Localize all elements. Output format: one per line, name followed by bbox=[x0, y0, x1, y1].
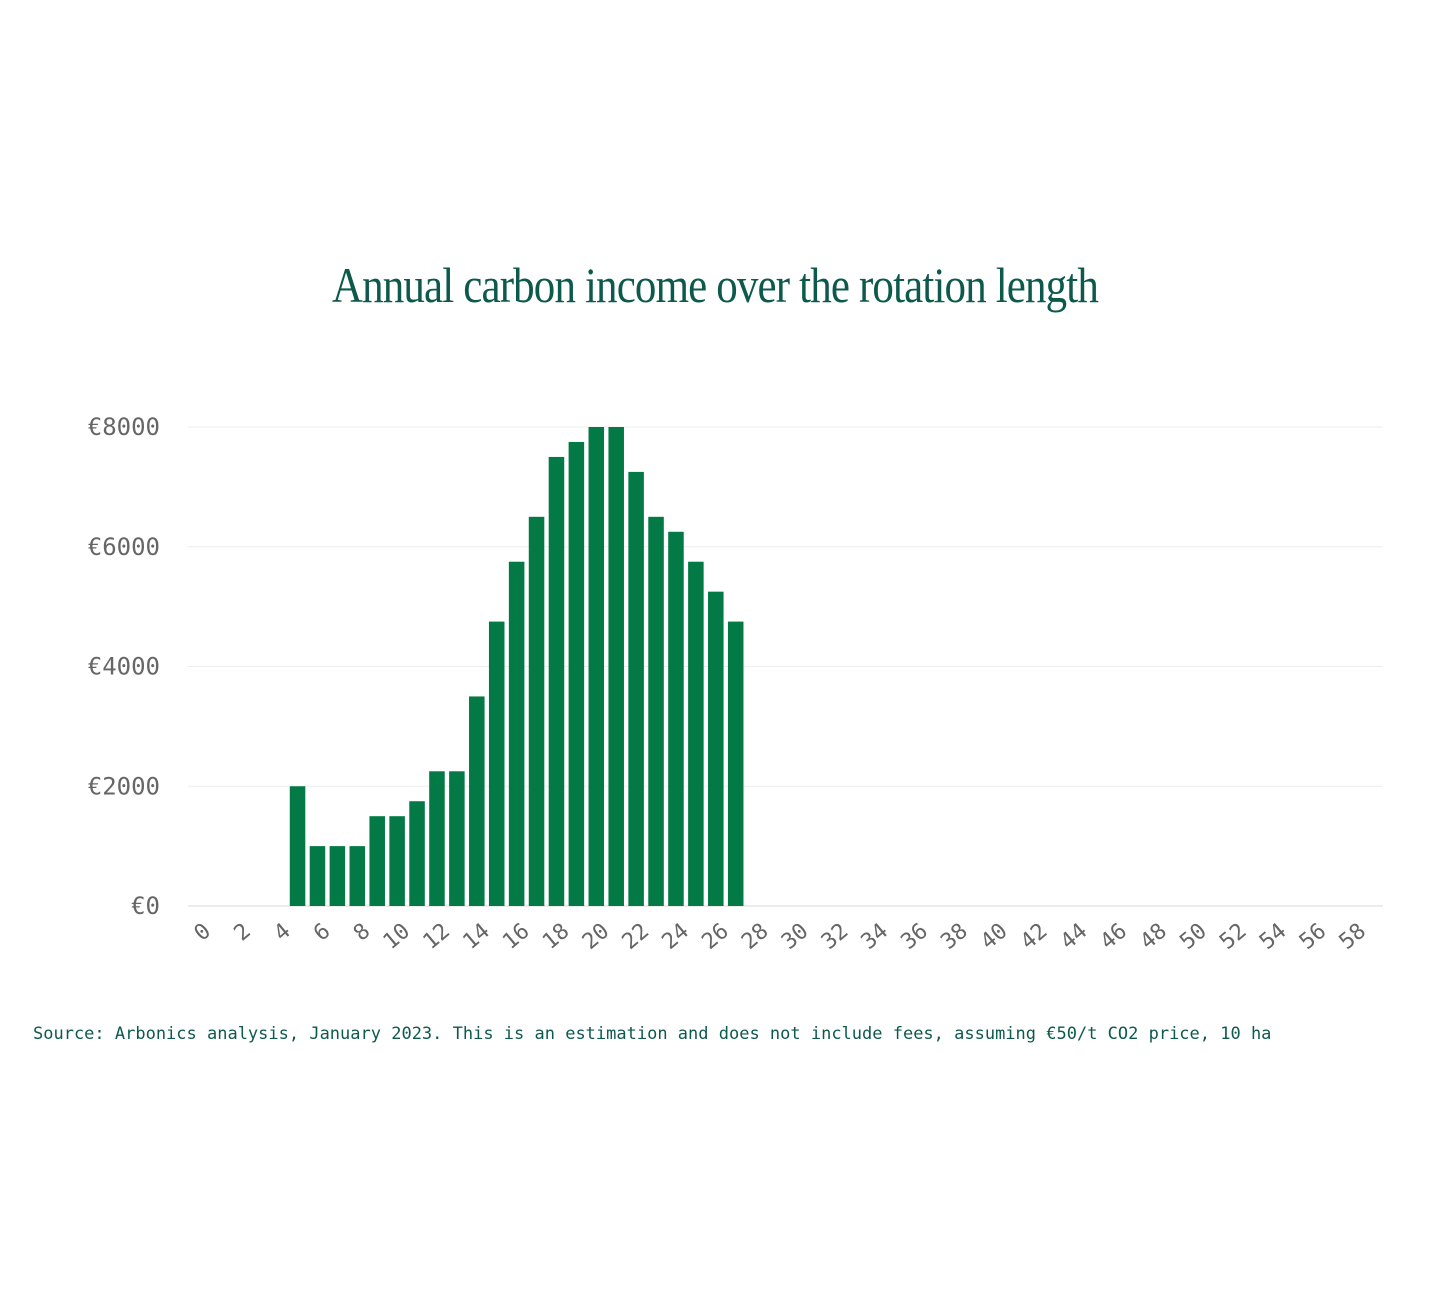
bar bbox=[508, 561, 525, 906]
bar bbox=[648, 516, 664, 906]
x-tick-label: 34 bbox=[857, 919, 893, 955]
x-tick-label: 6 bbox=[309, 919, 335, 947]
y-tick-label: €2000 bbox=[88, 772, 160, 800]
x-tick-label: 44 bbox=[1056, 919, 1092, 955]
x-tick-label: 56 bbox=[1295, 919, 1331, 955]
bar bbox=[309, 846, 326, 906]
bar bbox=[708, 591, 724, 906]
bar bbox=[389, 816, 405, 906]
x-tick-label: 18 bbox=[538, 919, 574, 955]
bars bbox=[289, 427, 744, 906]
x-tick-label: 54 bbox=[1255, 919, 1291, 955]
x-tick-label: 48 bbox=[1136, 919, 1172, 955]
x-tick-label: 36 bbox=[897, 919, 933, 955]
y-tick-label: €4000 bbox=[88, 653, 160, 681]
bar bbox=[469, 696, 485, 906]
bar bbox=[548, 456, 565, 906]
bar bbox=[568, 441, 585, 906]
x-tick-label: 0 bbox=[190, 919, 216, 947]
x-tick-label: 30 bbox=[777, 919, 813, 955]
bar bbox=[588, 427, 605, 906]
bar bbox=[349, 846, 366, 906]
x-tick-label: 26 bbox=[697, 919, 733, 955]
x-tick-label: 16 bbox=[498, 919, 534, 955]
x-tick-label: 4 bbox=[269, 919, 295, 947]
bar bbox=[688, 561, 704, 906]
x-tick-label: 14 bbox=[458, 919, 494, 955]
x-tick-label: 46 bbox=[1096, 919, 1132, 955]
x-tick-label: 22 bbox=[618, 919, 654, 955]
x-tick-label: 12 bbox=[419, 919, 455, 955]
y-tick-label: €6000 bbox=[88, 533, 160, 561]
x-tick-label: 38 bbox=[936, 919, 972, 955]
bar bbox=[449, 771, 465, 906]
y-tick-label: €8000 bbox=[88, 413, 160, 441]
bar bbox=[608, 427, 624, 906]
bar bbox=[289, 786, 306, 906]
chart-title: Annual carbon income over the rotation l… bbox=[331, 257, 1099, 313]
x-tick-label: 32 bbox=[817, 919, 853, 955]
x-axis: 0 2 4 6 8 10 12 14 16 18 20 22 24 26 28 30 32 34 36 38 40 42 4… bbox=[190, 919, 1371, 955]
bar bbox=[628, 471, 644, 906]
x-tick-label: 52 bbox=[1215, 919, 1251, 955]
y-axis: €0 €2000 €4000 €6000 €8000 bbox=[88, 413, 160, 920]
y-tick-label: €0 bbox=[131, 892, 160, 920]
x-tick-label: 40 bbox=[976, 919, 1012, 955]
source-note: Source: Arbonics analysis, January 2023.… bbox=[33, 1024, 1272, 1044]
bar bbox=[429, 771, 445, 906]
x-tick-label: 20 bbox=[578, 919, 614, 955]
bar bbox=[369, 816, 385, 906]
bar bbox=[727, 621, 744, 906]
x-tick-label: 58 bbox=[1335, 919, 1371, 955]
x-tick-label: 8 bbox=[349, 919, 375, 947]
gridlines bbox=[188, 426, 1383, 907]
x-tick-label: 10 bbox=[379, 919, 415, 955]
x-tick-label: 24 bbox=[658, 919, 694, 955]
x-tick-label: 2 bbox=[230, 919, 256, 947]
x-tick-label: 28 bbox=[737, 919, 773, 955]
x-tick-label: 50 bbox=[1175, 919, 1211, 955]
x-tick-label: 42 bbox=[1016, 919, 1052, 955]
bar bbox=[488, 621, 505, 906]
bar bbox=[668, 531, 684, 906]
bar bbox=[528, 516, 545, 906]
bar bbox=[329, 846, 346, 906]
bar bbox=[409, 801, 425, 906]
